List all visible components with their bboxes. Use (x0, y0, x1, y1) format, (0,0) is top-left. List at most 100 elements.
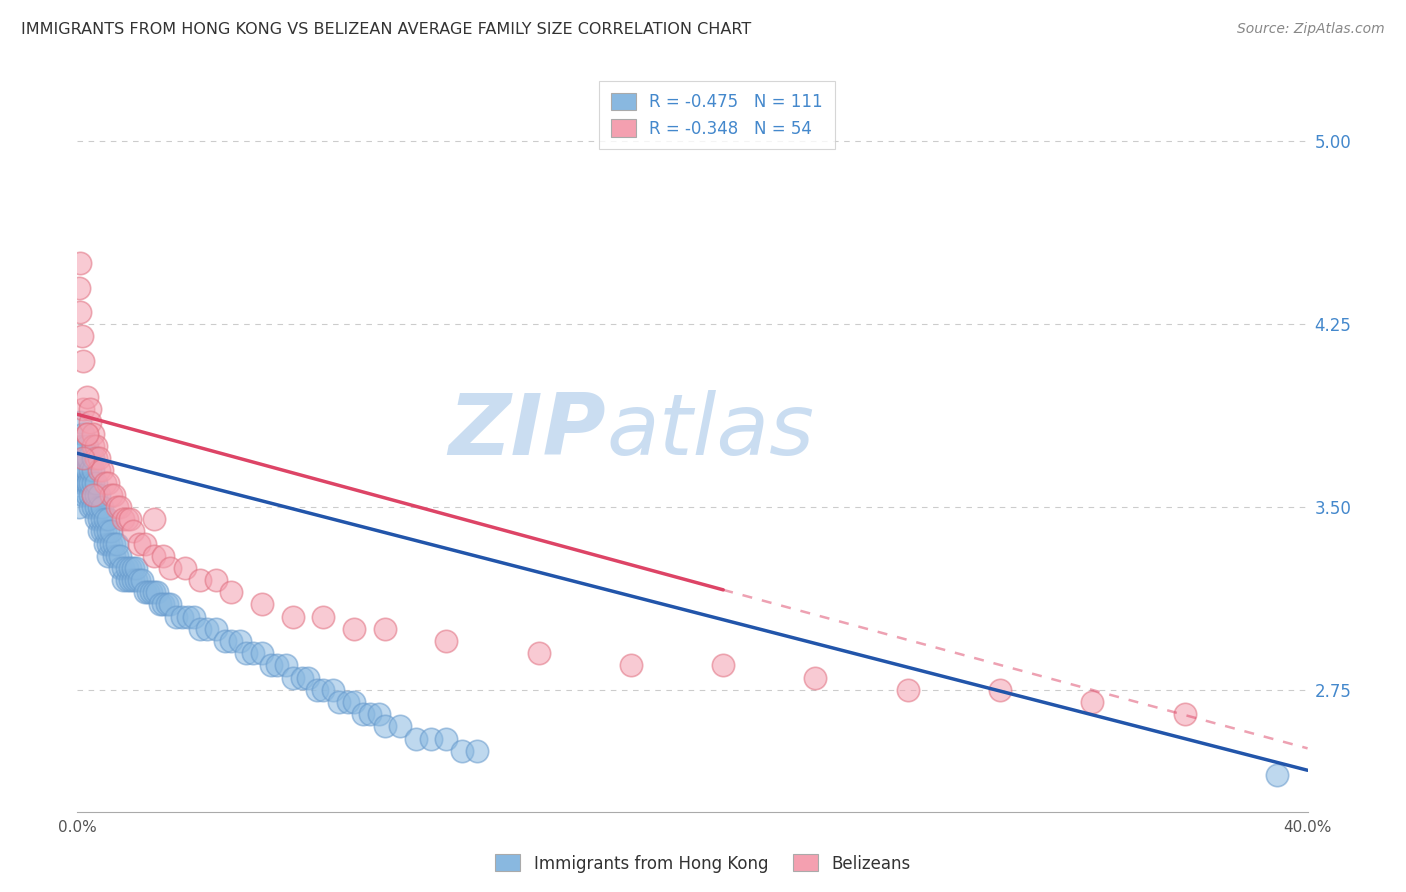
Point (77, 451, 100, 466)
Point (204, 573, 226, 587)
Point (121, 524, 143, 539)
Point (94, 512, 117, 526)
Point (82, 439, 104, 453)
Point (103, 549, 125, 563)
Point (152, 598, 174, 612)
Point (82, 488, 104, 502)
Point (118, 573, 141, 587)
Point (297, 671, 319, 685)
Point (84, 451, 107, 466)
Point (82, 426, 104, 441)
Point (374, 719, 396, 733)
Point (79, 402, 101, 417)
Point (79, 488, 101, 502)
Point (105, 549, 128, 563)
Point (115, 512, 138, 526)
Point (389, 719, 412, 733)
Point (84, 475, 107, 490)
Point (76, 426, 98, 441)
Point (260, 658, 283, 673)
Point (105, 500, 128, 514)
Point (291, 671, 314, 685)
Point (90, 512, 114, 526)
Point (159, 598, 181, 612)
Point (188, 573, 212, 587)
Point (281, 609, 304, 624)
Point (312, 609, 335, 624)
Point (76, 451, 98, 466)
Point (82, 488, 104, 502)
Point (115, 573, 138, 587)
Point (118, 512, 141, 526)
Point (343, 622, 366, 636)
Point (188, 622, 212, 636)
Point (149, 598, 172, 612)
Text: atlas: atlas (606, 390, 814, 473)
Point (69, 256, 91, 270)
Text: ZIP: ZIP (449, 390, 606, 473)
Point (276, 658, 298, 673)
Point (174, 561, 197, 575)
Point (97, 475, 120, 490)
Point (72, 426, 94, 441)
Point (76, 463, 98, 477)
Point (312, 682, 335, 697)
Point (214, 634, 236, 648)
Point (804, 671, 827, 685)
Point (374, 622, 396, 636)
Point (152, 549, 174, 563)
Point (82, 500, 104, 514)
Point (76, 488, 98, 502)
Point (77, 475, 100, 490)
Point (69, 305, 91, 319)
Point (72, 353, 94, 368)
Point (436, 731, 458, 746)
Point (988, 682, 1011, 697)
Point (250, 598, 273, 612)
Point (1081, 695, 1104, 709)
Point (103, 488, 125, 502)
Point (146, 585, 169, 599)
Point (897, 682, 920, 697)
Point (84, 488, 107, 502)
Point (165, 609, 187, 624)
Point (307, 682, 329, 697)
Point (143, 549, 166, 563)
Point (322, 682, 344, 697)
Point (97, 524, 120, 539)
Point (328, 695, 350, 709)
Point (183, 609, 205, 624)
Point (229, 634, 252, 648)
Point (94, 536, 117, 550)
Text: IMMIGRANTS FROM HONG KONG VS BELIZEAN AVERAGE FAMILY SIZE CORRELATION CHART: IMMIGRANTS FROM HONG KONG VS BELIZEAN AV… (21, 22, 751, 37)
Point (84, 439, 107, 453)
Point (84, 512, 107, 526)
Point (115, 561, 138, 575)
Point (90, 463, 114, 477)
Point (242, 646, 264, 660)
Point (73, 475, 96, 490)
Point (82, 463, 104, 477)
Point (87, 463, 110, 477)
Point (219, 634, 242, 648)
Point (76, 439, 98, 453)
Point (76, 426, 98, 441)
Point (94, 524, 117, 539)
Point (70, 451, 93, 466)
Point (134, 536, 156, 550)
Point (100, 488, 122, 502)
Point (281, 671, 304, 685)
Point (76, 390, 98, 404)
Point (90, 500, 114, 514)
Point (103, 536, 125, 550)
Point (69, 415, 91, 429)
Point (343, 695, 366, 709)
Point (79, 415, 101, 429)
Point (177, 609, 200, 624)
Point (84, 500, 107, 514)
Point (87, 451, 110, 466)
Point (136, 585, 159, 599)
Point (204, 622, 226, 636)
Point (266, 658, 288, 673)
Point (155, 598, 177, 612)
